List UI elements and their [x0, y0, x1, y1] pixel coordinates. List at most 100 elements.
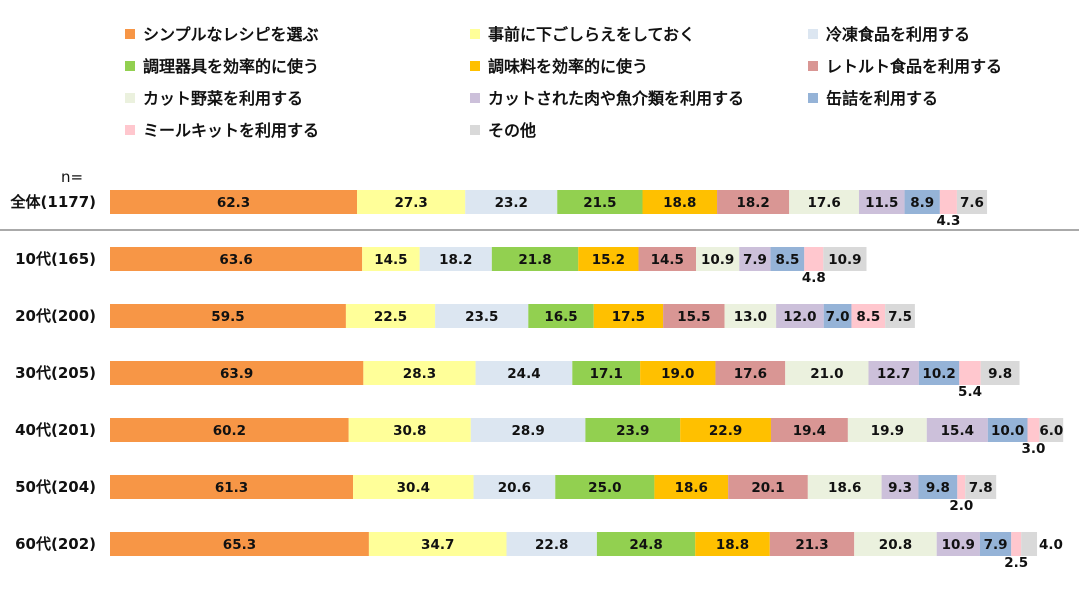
value-label: 61.3	[215, 480, 248, 496]
value-label: 24.4	[507, 366, 540, 382]
legend-label: レトルト食品を利用する	[826, 57, 1002, 76]
legend-swatch	[125, 125, 135, 135]
category-label: 50代(204)	[15, 478, 96, 496]
value-label: 10.0	[991, 423, 1024, 439]
bar-segment	[769, 532, 855, 556]
bar-segment	[110, 190, 358, 214]
value-label: 9.8	[988, 366, 1012, 382]
value-label: 17.6	[734, 366, 767, 382]
bar-segment	[918, 475, 958, 499]
bar-segment	[557, 190, 643, 214]
bar-segment	[110, 361, 364, 385]
bar-segment	[959, 361, 981, 385]
value-label: 63.9	[220, 366, 253, 382]
legend-swatch	[808, 61, 818, 71]
bar-segment	[695, 532, 770, 556]
legend-swatch	[470, 125, 480, 135]
legend-item: ミールキットを利用する	[125, 121, 319, 140]
bar-segment	[823, 304, 852, 328]
value-label: 10.2	[922, 366, 955, 382]
category-label: 40代(201)	[15, 421, 96, 439]
value-label: 17.1	[590, 366, 623, 382]
value-label: 12.7	[877, 366, 910, 382]
bar-segment	[851, 304, 886, 328]
value-label: 59.5	[211, 309, 244, 325]
bar-segment	[1021, 532, 1038, 556]
bar-segment	[368, 532, 507, 556]
bar-segment	[785, 361, 869, 385]
bar-segment	[435, 304, 529, 328]
n-label: n=	[61, 168, 83, 186]
bar-segment	[638, 247, 697, 271]
value-label: 5.4	[958, 384, 982, 400]
value-label: 4.3	[936, 213, 960, 229]
bar-segment	[680, 418, 771, 442]
legend-item: 事前に下ごしらえをしておく	[470, 25, 695, 44]
legend-item: 調理器具を効率的に使う	[125, 57, 319, 76]
bar-segment	[854, 532, 937, 556]
legend-label: ミールキットを利用する	[143, 121, 319, 140]
bar-row: 全体(1177) 62.3 27.3 23.2 21.5 18.8 18.2 17.6 11.5…	[10, 190, 988, 229]
bar-segment	[979, 532, 1012, 556]
value-label: 20.8	[879, 537, 912, 553]
legend-item: 調味料を効率的に使う	[470, 57, 648, 76]
bar-segment	[956, 190, 988, 214]
value-label: 11.5	[865, 195, 898, 211]
legend-label: その他	[488, 121, 536, 140]
bar-row: 60代(202) 65.3 34.7 22.8 24.8 18.8 21.3 20.8 10.9…	[15, 532, 1063, 571]
bar-segment	[110, 304, 346, 328]
legend-swatch	[125, 61, 135, 71]
value-label: 19.0	[661, 366, 694, 382]
category-label: 30代(205)	[15, 364, 96, 382]
category-label: 20代(200)	[15, 307, 96, 325]
bar-segment	[980, 361, 1020, 385]
bar-segment	[918, 361, 960, 385]
value-label: 19.9	[871, 423, 904, 439]
value-label: 28.9	[511, 423, 544, 439]
value-label: 6.0	[1039, 423, 1063, 439]
value-label: 15.5	[677, 309, 710, 325]
bar-segment	[823, 247, 867, 271]
bar-segment	[728, 475, 808, 499]
legend-swatch	[470, 61, 480, 71]
bar-segment	[1011, 532, 1022, 556]
bar-segment	[345, 304, 436, 328]
bar-segment	[717, 190, 790, 214]
bar-row: 40代(201) 60.2 30.8 28.9 23.9 22.9 19.4 19.9 15.4…	[15, 418, 1063, 457]
bar-segment	[572, 361, 641, 385]
bar-segment	[663, 304, 725, 328]
value-label: 8.5	[856, 309, 880, 325]
bar-segment	[770, 247, 805, 271]
legend-label: 事前に下ごしらえをしておく	[488, 25, 695, 44]
value-label: 60.2	[213, 423, 246, 439]
bar-segment	[739, 247, 771, 271]
bar-segment	[868, 361, 919, 385]
bar-segment	[357, 190, 466, 214]
bar-segment	[348, 418, 471, 442]
value-label: 7.5	[888, 309, 912, 325]
legend-swatch	[470, 93, 480, 103]
bar-segment	[110, 247, 363, 271]
value-label: 23.9	[616, 423, 649, 439]
value-label: 21.0	[810, 366, 843, 382]
value-label: 63.6	[219, 252, 252, 268]
value-label: 22.5	[374, 309, 407, 325]
bar-segment	[596, 532, 696, 556]
value-label: 13.0	[734, 309, 767, 325]
value-label: 21.8	[518, 252, 551, 268]
bar-segment	[807, 475, 882, 499]
value-label: 22.8	[535, 537, 568, 553]
legend-swatch	[808, 29, 818, 39]
value-label: 16.5	[544, 309, 577, 325]
bar-segment	[789, 190, 859, 214]
value-label: 7.9	[984, 537, 1008, 553]
legend-item: その他	[470, 121, 536, 140]
bar-segment	[465, 190, 558, 214]
bar-segment	[491, 247, 579, 271]
value-label: 12.0	[783, 309, 816, 325]
value-label: 23.5	[465, 309, 498, 325]
value-label: 65.3	[223, 537, 256, 553]
value-label: 17.5	[612, 309, 645, 325]
value-label: 7.9	[743, 252, 767, 268]
